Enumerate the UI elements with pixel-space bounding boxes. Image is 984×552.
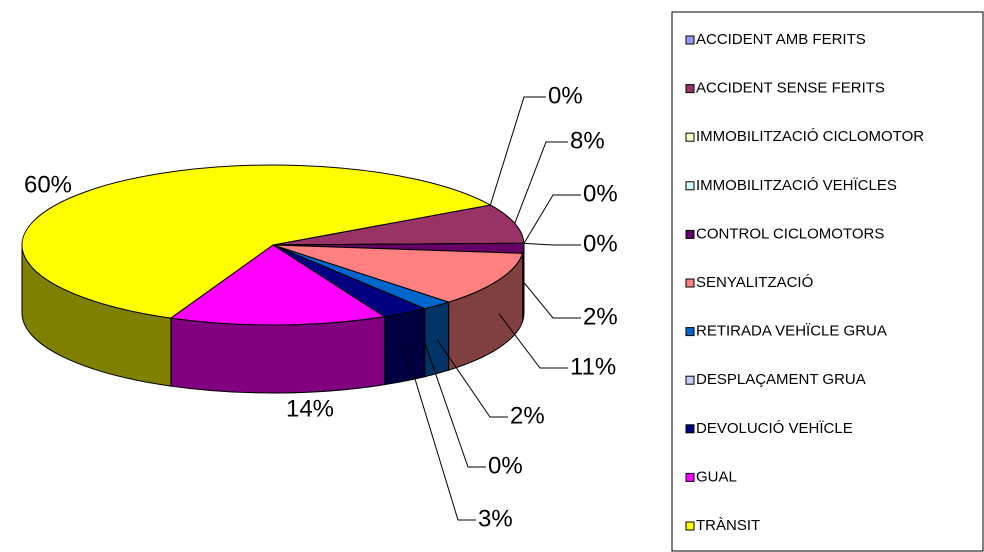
legend-label: DEVOLUCIÓ VEHÏCLE <box>696 420 853 437</box>
data-label: 14% <box>286 395 334 422</box>
legend-label: GUAL <box>696 468 737 485</box>
leader-line <box>404 346 476 521</box>
legend-label: ACCIDENT AMB FERITS <box>696 31 866 48</box>
legend-label: DESPLAÇAMENT GRUA <box>696 371 866 388</box>
leader-line <box>523 282 581 319</box>
pie-side <box>170 316 386 394</box>
data-label: 2% <box>510 402 545 429</box>
data-label: 0% <box>583 180 618 207</box>
data-label: 0% <box>548 82 583 109</box>
leader-line <box>523 194 581 244</box>
legend-label: SENYALITZACIÓ <box>696 274 813 291</box>
legend-swatch <box>685 424 695 434</box>
leader-line <box>489 96 546 206</box>
legend-swatch <box>685 229 695 239</box>
data-label: 3% <box>478 505 513 532</box>
data-label: 2% <box>583 303 618 330</box>
legend-swatch <box>685 84 695 94</box>
legend-label: RETIRADA VEHÏCLE GRUA <box>696 323 887 340</box>
leader-line <box>498 313 568 369</box>
pie-side <box>384 308 426 386</box>
legend-swatch <box>685 35 695 45</box>
legend-swatch <box>685 375 695 385</box>
legend-swatch <box>685 521 695 531</box>
legend-swatch <box>685 278 695 288</box>
leader-line <box>424 342 486 468</box>
leader-line <box>436 339 508 418</box>
pie-slice <box>272 204 525 246</box>
data-label: 60% <box>24 171 72 198</box>
pie-slice <box>21 164 492 319</box>
pie-slice <box>272 244 524 303</box>
legend-swatch <box>685 472 695 482</box>
leader-line <box>514 141 568 224</box>
legend-swatch <box>685 132 695 142</box>
pie-side <box>424 301 450 378</box>
data-label: 0% <box>583 230 618 257</box>
legend-label: IMMOBILITZACIÓ CICLOMOTOR <box>696 128 924 145</box>
legend-label: IMMOBILITZACIÓ VEHÏCLES <box>696 177 897 194</box>
legend-label: CONTROL CICLOMOTORS <box>696 225 884 242</box>
legend-swatch <box>685 181 695 191</box>
data-label: 11% <box>570 353 616 380</box>
legend-swatch <box>685 327 695 337</box>
data-label: 8% <box>570 127 605 154</box>
legend-label: TRÀNSIT <box>696 517 760 534</box>
legend-label: ACCIDENT SENSE FERITS <box>696 80 885 97</box>
pie-slice <box>169 244 386 326</box>
leader-line <box>523 242 581 246</box>
data-label: 0% <box>488 452 523 479</box>
legend-box <box>671 11 984 552</box>
